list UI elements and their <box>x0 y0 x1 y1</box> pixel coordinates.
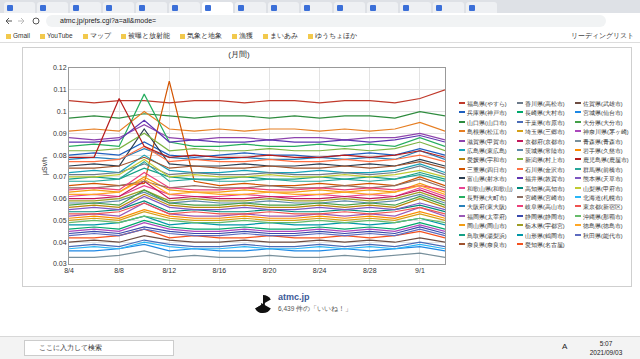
html-text:滋賀県(甲賀市): 滋賀県(甲賀市) <box>467 138 507 145</box>
html-text:長野県(大町市): 長野県(大町市) <box>467 195 507 201</box>
svg-text:0.07: 0.07 <box>53 173 67 180</box>
html-text:山梨県(甲府市): 山梨県(甲府市) <box>583 185 623 192</box>
html-text:大阪府(東大阪): 大阪府(東大阪) <box>467 204 507 211</box>
html-text:5:07: 5:07 <box>599 340 613 347</box>
html-text:千葉県(市原市): 千葉県(市原市) <box>525 119 565 126</box>
html-text:香川県(高松市): 香川県(高松市) <box>525 101 565 107</box>
html-text:リーディングリスト: リーディングリスト <box>571 32 634 39</box>
html-text:A: A <box>562 342 568 351</box>
svg-text:8/20: 8/20 <box>263 267 277 274</box>
html-text:奈良県(奈良市): 奈良県(奈良市) <box>467 242 507 248</box>
html-text:福岡県(太宰府): 福岡県(太宰府) <box>467 213 507 220</box>
svg-text:8/4: 8/4 <box>64 267 74 274</box>
svg-text:0.12: 0.12 <box>53 64 67 71</box>
html-text:岡山県(岡山市): 岡山県(岡山市) <box>467 223 507 230</box>
html-text:山形県(鶴岡市): 山形県(鶴岡市) <box>525 232 565 239</box>
html-text:和歌山県(和歌山): 和歌山県(和歌山) <box>467 185 513 192</box>
svg-text:0.1: 0.1 <box>57 108 67 115</box>
html-text:栃木県(宇都宮): 栃木県(宇都宮) <box>525 223 565 230</box>
html-text:高知県(高知市): 高知県(高知市) <box>525 185 565 192</box>
html-text:マップ: マップ <box>89 32 111 39</box>
html-text:熊本県(天草市): 熊本県(天草市) <box>583 176 623 183</box>
html-text:富山県(射水市): 富山県(射水市) <box>467 176 507 183</box>
html-text:大分県(大分市): 大分県(大分市) <box>583 119 623 126</box>
svg-text:0.03: 0.03 <box>53 260 67 267</box>
svg-text:0.09: 0.09 <box>53 130 67 137</box>
html-text:東京都(新宿区): 東京都(新宿区) <box>583 204 623 211</box>
html-text:愛知県(名古屋): 愛知県(名古屋) <box>525 242 565 248</box>
svg-text:0.04: 0.04 <box>53 239 67 246</box>
html-text:気象と地象: 気象と地象 <box>186 32 222 39</box>
html-text:秋田県(能代市): 秋田県(能代市) <box>583 232 623 239</box>
html-text:福井県(敦賀市): 福井県(敦賀市) <box>525 176 565 183</box>
html-text:島根県(松江市): 島根県(松江市) <box>467 129 507 136</box>
html-text:沖縄県(那覇市): 沖縄県(那覇市) <box>583 213 623 220</box>
html-text:岩手県(久慈市): 岩手県(久慈市) <box>583 148 623 154</box>
html-text:北海道(札幌市): 北海道(札幌市) <box>583 195 623 201</box>
svg-text:8/28: 8/28 <box>363 267 377 274</box>
html-text:鳥取県(湯梨浜): 鳥取県(湯梨浜) <box>467 232 507 239</box>
svg-text:0.06: 0.06 <box>53 195 67 202</box>
html-text:神奈川県(茅ヶ崎): 神奈川県(茅ヶ崎) <box>583 129 629 136</box>
html-text:福島県(やすら): 福島県(やすら) <box>467 101 507 107</box>
html-text:被曝と放射能: 被曝と放射能 <box>127 32 170 39</box>
html-text:鹿児島県(鹿屋市): 鹿児島県(鹿屋市) <box>583 157 629 164</box>
html-text:2021/09/03: 2021/09/03 <box>589 349 623 356</box>
html-text:Gmail: Gmail <box>13 32 30 39</box>
html-text:埼玉県(三郷市): 埼玉県(三郷市) <box>525 129 565 136</box>
html-text:宮城県(仙台市): 宮城県(仙台市) <box>583 110 623 117</box>
html-text:兵庫県(神戸市): 兵庫県(神戸市) <box>467 110 507 117</box>
html-text:青森県(青森市): 青森県(青森市) <box>583 138 623 145</box>
html-text:山口県(山口市): 山口県(山口市) <box>467 119 507 126</box>
html-text:長崎県(大村市): 長崎県(大村市) <box>525 110 565 117</box>
html-text:愛媛県(宇和市): 愛媛県(宇和市) <box>467 157 507 164</box>
html-text:広島県(東広島): 広島県(東広島) <box>467 148 507 154</box>
html-text:atmc.jp/prefs.cgi?a=all&mode=: atmc.jp/prefs.cgi?a=all&mode= <box>60 17 157 24</box>
html-text:京都府(京都市): 京都府(京都市) <box>525 138 565 145</box>
html-text:茨城県(常陸市): 茨城県(常陸市) <box>525 148 565 154</box>
svg-text:μSv/h: μSv/h <box>41 157 49 175</box>
html-text:群馬県(前橋市): 群馬県(前橋市) <box>583 166 623 173</box>
html-text:ここに入力して検索: ここに入力して検索 <box>39 344 102 351</box>
svg-text:(月間): (月間) <box>228 50 250 59</box>
svg-text:8/24: 8/24 <box>313 267 327 274</box>
html-text:新潟県(村上市): 新潟県(村上市) <box>525 157 565 164</box>
html-text:静岡県(静岡市): 静岡県(静岡市) <box>525 213 565 220</box>
svg-text:0.05: 0.05 <box>53 217 67 224</box>
svg-text:0.11: 0.11 <box>53 86 66 93</box>
svg-text:8/12: 8/12 <box>162 267 176 274</box>
html-text:佐賀県(武雄市): 佐賀県(武雄市) <box>583 101 623 107</box>
html-text:漁獲: 漁獲 <box>238 32 253 39</box>
html-text:atmc.jp: atmc.jp <box>278 292 310 302</box>
html-text:三重県(四日市): 三重県(四日市) <box>467 166 507 173</box>
html-text:宮崎県(宮崎市): 宮崎県(宮崎市) <box>525 195 565 201</box>
svg-text:8/8: 8/8 <box>114 267 124 274</box>
svg-text:8/16: 8/16 <box>213 267 227 274</box>
html-text:ゆうちょほか: ゆうちょほか <box>314 32 357 39</box>
html-text:岐阜県(高山市): 岐阜県(高山市) <box>525 204 565 211</box>
html-text:6,439 件の「いいね！」: 6,439 件の「いいね！」 <box>278 305 353 312</box>
html-text:石川県(金沢市): 石川県(金沢市) <box>525 166 565 173</box>
html-text:徳島県(徳島市): 徳島県(徳島市) <box>583 223 623 230</box>
html-text:YouTube: YouTube <box>47 32 73 39</box>
svg-text:0.08: 0.08 <box>53 152 67 159</box>
html-text:まいあみ: まいあみ <box>269 32 298 39</box>
svg-text:9/1: 9/1 <box>415 267 425 274</box>
